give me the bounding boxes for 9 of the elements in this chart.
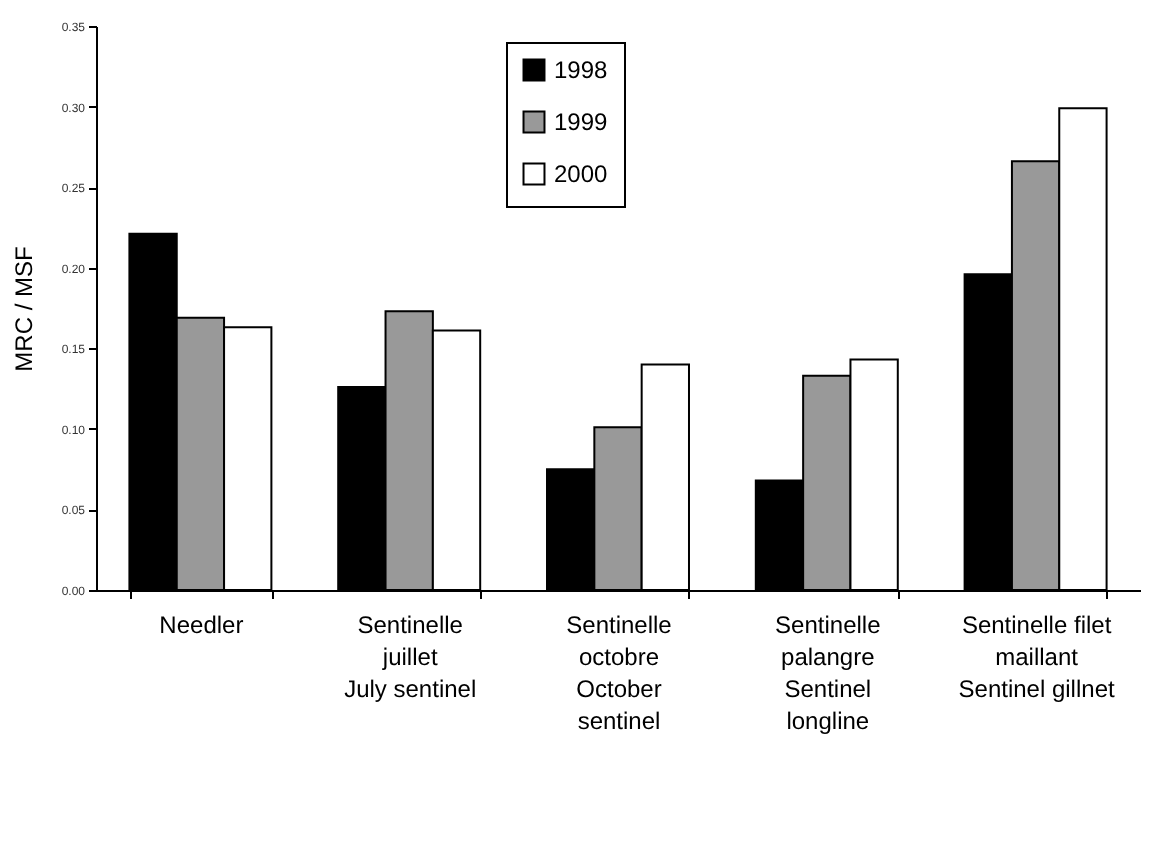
legend-label: 1998 — [554, 56, 609, 84]
x-tick-label: Sentinelle octobre October sentinel — [566, 611, 673, 735]
legend-label: 2000 — [554, 160, 609, 188]
x-tick-label: Sentinelle juillet July sentinel — [344, 611, 477, 703]
x-tick-label: Needler — [159, 611, 244, 639]
legend-label: 1999 — [554, 108, 609, 136]
y-axis-title: MRC / MSF — [9, 246, 38, 372]
x-tick-label: Sentinelle palangre Sentinel longline — [775, 611, 882, 735]
x-tick-label: Sentinelle filet maillant Sentinel gillnet — [958, 611, 1116, 703]
